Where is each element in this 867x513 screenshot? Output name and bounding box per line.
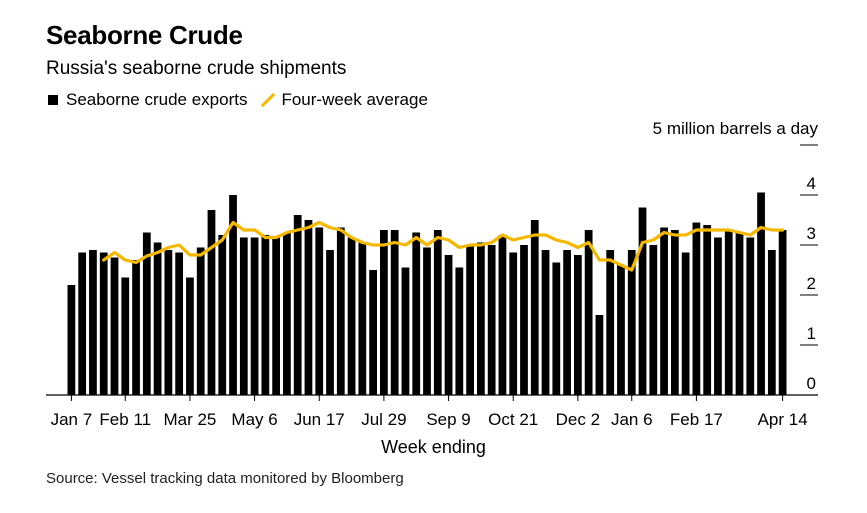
bar-60 <box>714 237 722 395</box>
x-tick-label-8: Dec 2 <box>556 410 600 429</box>
bar-11 <box>186 277 194 395</box>
bar-45 <box>552 262 561 395</box>
bar-24 <box>326 250 334 395</box>
bar-50 <box>606 250 615 395</box>
bar-14 <box>218 235 227 395</box>
bar-19 <box>272 237 281 395</box>
bar-47 <box>573 255 582 395</box>
legend-label-exports: Seaborne crude exports <box>66 90 248 109</box>
bar-15 <box>229 195 237 395</box>
y-unit-label: 5 million barrels a day <box>652 119 818 138</box>
bar-32 <box>412 232 421 395</box>
bar-6 <box>132 260 140 395</box>
bar-21 <box>293 215 302 395</box>
source-note: Source: Vessel tracking data monitored b… <box>46 470 404 487</box>
x-tick-label-1: Feb 11 <box>99 410 151 429</box>
legend-label-average: Four-week average <box>281 90 428 109</box>
y-tick-label-4: 4 <box>807 174 816 193</box>
legend-item-exports: Seaborne crude exports <box>48 90 247 110</box>
y-tick-label-1: 1 <box>807 324 816 343</box>
bar-53 <box>638 207 647 395</box>
bar-65 <box>767 250 776 395</box>
bar-42 <box>520 245 528 395</box>
bar-25 <box>336 227 345 395</box>
y-tick-label-0: 0 <box>807 374 816 393</box>
bar-54 <box>649 245 658 395</box>
y-tick-label-2: 2 <box>807 274 816 293</box>
legend-item-average: Four-week average <box>261 90 428 110</box>
x-axis-title: Week ending <box>0 437 867 458</box>
x-tick-label-0: Jan 7 <box>51 410 93 429</box>
bar-20 <box>283 232 291 395</box>
chart-legend: Seaborne crude exports Four-week average <box>48 90 442 110</box>
bar-9 <box>164 250 173 395</box>
x-tick-label-9: Jan 6 <box>611 410 653 429</box>
bar-59 <box>703 225 712 395</box>
bar-63 <box>746 237 755 395</box>
bar-2 <box>89 250 97 395</box>
bar-33 <box>423 247 431 395</box>
x-axis-title-text: Week ending <box>381 437 486 457</box>
x-tick-label-3: May 6 <box>231 410 277 429</box>
x-tick-label-6: Sep 9 <box>426 410 470 429</box>
x-tick-label-11: Apr 14 <box>758 410 808 429</box>
bar-36 <box>455 267 464 395</box>
x-tick-label-5: Jul 29 <box>361 410 406 429</box>
bar-16 <box>239 237 248 395</box>
bar-66 <box>778 230 787 395</box>
bar-41 <box>509 252 518 395</box>
bar-0 <box>67 285 76 395</box>
legend-line-swatch <box>261 93 276 107</box>
bar-56 <box>670 230 679 395</box>
bar-44 <box>541 250 550 395</box>
bar-29 <box>380 230 388 395</box>
bar-55 <box>660 227 668 395</box>
bar-34 <box>433 230 442 395</box>
bar-39 <box>487 245 496 395</box>
bar-1 <box>78 252 87 395</box>
bar-52 <box>627 250 636 395</box>
bar-30 <box>390 230 399 395</box>
bar-48 <box>584 230 593 395</box>
x-tick-label-2: Mar 25 <box>163 410 216 429</box>
x-tick-label-7: Oct 21 <box>488 410 538 429</box>
bar-22 <box>304 220 313 395</box>
x-tick-label-10: Feb 17 <box>670 410 723 429</box>
legend-bar-swatch <box>48 95 58 105</box>
bar-3 <box>99 252 108 395</box>
bar-27 <box>358 242 367 395</box>
bar-10 <box>175 252 184 395</box>
bar-7 <box>142 232 151 395</box>
bar-12 <box>196 247 205 395</box>
bar-35 <box>444 255 453 395</box>
bar-57 <box>681 252 690 395</box>
bar-40 <box>498 235 507 395</box>
bar-13 <box>207 210 216 395</box>
bar-62 <box>735 232 744 395</box>
average-line <box>102 220 785 272</box>
x-tick-label-4: Jun 17 <box>294 410 345 429</box>
chart-title: Seaborne Crude <box>46 20 243 50</box>
bar-17 <box>250 237 259 395</box>
bar-51 <box>617 265 625 395</box>
bar-38 <box>477 242 485 395</box>
bar-43 <box>530 220 539 395</box>
chart-subtitle: Russia's seaborne crude shipments <box>46 58 347 79</box>
bar-4 <box>110 257 119 395</box>
bar-23 <box>315 227 324 395</box>
bar-5 <box>121 277 130 395</box>
bar-18 <box>261 235 270 395</box>
bar-28 <box>369 270 377 395</box>
bar-37 <box>466 245 474 395</box>
bar-58 <box>692 222 701 395</box>
bar-64 <box>757 192 765 395</box>
bar-49 <box>595 315 604 395</box>
bar-31 <box>401 267 410 395</box>
bar-8 <box>153 242 162 395</box>
bar-46 <box>563 250 571 395</box>
bar-26 <box>347 237 356 395</box>
bar-61 <box>724 230 733 395</box>
y-tick-label-3: 3 <box>807 224 816 243</box>
